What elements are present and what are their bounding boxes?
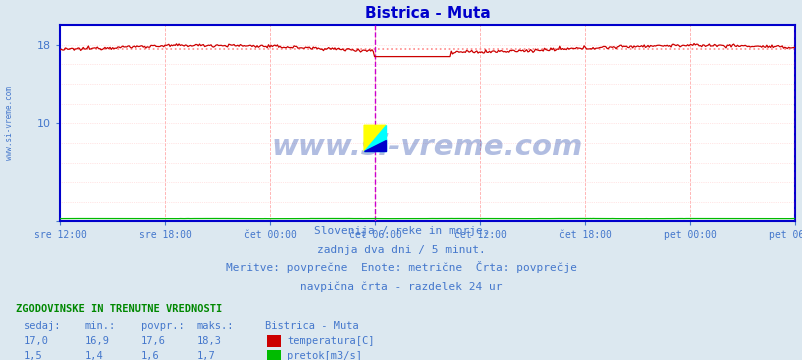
- Text: navpična črta - razdelek 24 ur: navpična črta - razdelek 24 ur: [300, 282, 502, 292]
- Text: 16,9: 16,9: [84, 336, 109, 346]
- Text: www.si-vreme.com: www.si-vreme.com: [272, 133, 582, 161]
- Text: maks.:: maks.:: [196, 321, 234, 331]
- Text: 1,6: 1,6: [140, 351, 159, 360]
- Text: 1,7: 1,7: [196, 351, 215, 360]
- Text: povpr.:: povpr.:: [140, 321, 184, 331]
- Text: temperatura[C]: temperatura[C]: [287, 336, 375, 346]
- Text: Bistrica - Muta: Bistrica - Muta: [265, 321, 358, 331]
- Text: pretok[m3/s]: pretok[m3/s]: [287, 351, 362, 360]
- Text: Slovenija / reke in morje.: Slovenija / reke in morje.: [314, 226, 488, 236]
- Text: sedaj:: sedaj:: [24, 321, 62, 331]
- Text: 17,6: 17,6: [140, 336, 165, 346]
- Polygon shape: [363, 125, 386, 151]
- Text: 1,5: 1,5: [24, 351, 43, 360]
- Polygon shape: [363, 125, 386, 151]
- Text: min.:: min.:: [84, 321, 115, 331]
- Text: Meritve: povprečne  Enote: metrične  Črta: povprečje: Meritve: povprečne Enote: metrične Črta:…: [225, 261, 577, 274]
- Text: www.si-vreme.com: www.si-vreme.com: [5, 86, 14, 160]
- Text: zadnja dva dni / 5 minut.: zadnja dva dni / 5 minut.: [317, 245, 485, 255]
- Title: Bistrica - Muta: Bistrica - Muta: [364, 6, 490, 21]
- Text: 18,3: 18,3: [196, 336, 221, 346]
- Text: 1,4: 1,4: [84, 351, 103, 360]
- Polygon shape: [363, 140, 386, 151]
- Text: ZGODOVINSKE IN TRENUTNE VREDNOSTI: ZGODOVINSKE IN TRENUTNE VREDNOSTI: [16, 305, 222, 315]
- Text: 17,0: 17,0: [24, 336, 49, 346]
